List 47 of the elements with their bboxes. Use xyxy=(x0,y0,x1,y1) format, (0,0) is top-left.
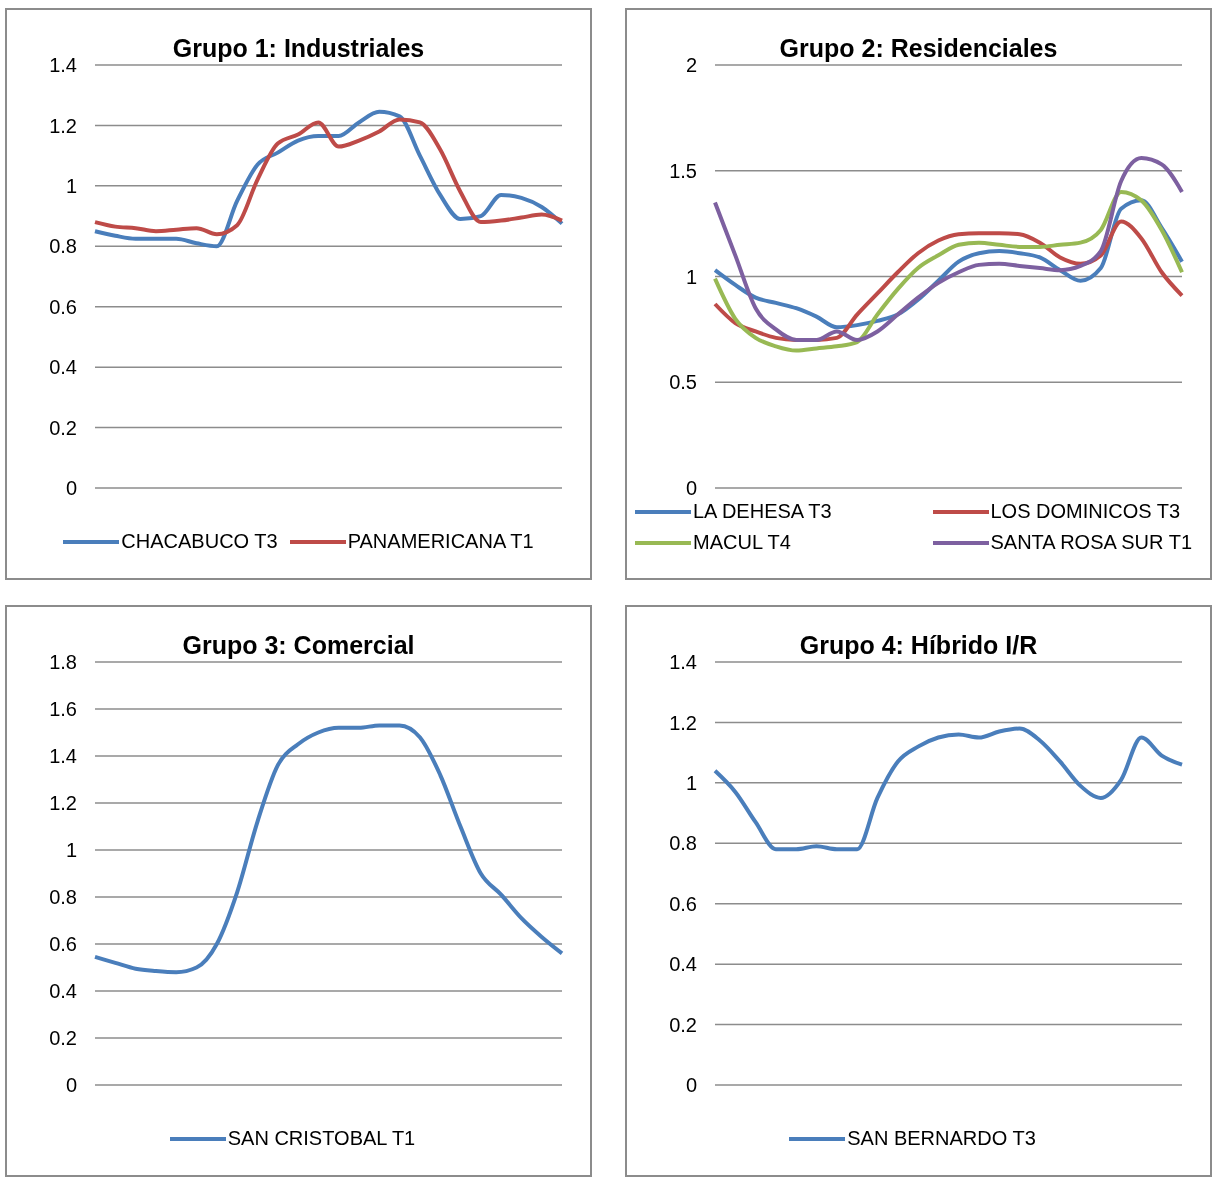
y-tick-label: 1.5 xyxy=(669,159,697,182)
y-tick-label: 1.2 xyxy=(49,114,77,137)
line-series xyxy=(713,726,1184,852)
y-tick-label: 1.4 xyxy=(669,651,697,674)
y-tick-label: 0.4 xyxy=(49,356,77,379)
legend-label: PANAMERICANA T1 xyxy=(347,530,534,553)
y-tick-label: 0 xyxy=(685,1074,697,1097)
y-tick-label: 1 xyxy=(65,839,77,862)
line-series xyxy=(713,189,1184,353)
y-tick-label: 0.4 xyxy=(669,953,697,976)
y-tick-label: 1.6 xyxy=(49,698,77,721)
legend-label: CHACABUCO T3 xyxy=(121,530,278,553)
legend-label: SANTA ROSA SUR T1 xyxy=(990,531,1193,554)
y-tick-label: 2 xyxy=(685,54,697,77)
y-tick-label: 1.8 xyxy=(49,651,77,674)
line-series xyxy=(93,723,564,975)
y-tick-label: 0.8 xyxy=(669,832,697,855)
y-tick-label: 0.2 xyxy=(669,1013,697,1036)
y-tick-label: 0.8 xyxy=(49,235,77,258)
y-tick-label: 0.6 xyxy=(49,933,77,956)
y-tick-label: 0.8 xyxy=(49,886,77,909)
legend-label: LOS DOMINICOS T3 xyxy=(990,500,1181,523)
chart-title: Grupo 3: Comercial xyxy=(182,631,415,659)
y-tick-label: 0.2 xyxy=(49,1027,77,1050)
y-tick-label: 1.2 xyxy=(49,792,77,815)
chart-title: Grupo 4: Híbrido I/R xyxy=(799,631,1038,659)
y-tick-label: 0 xyxy=(65,477,77,500)
y-tick-label: 1 xyxy=(685,265,697,288)
legend-label: LA DEHESA T3 xyxy=(693,500,832,523)
y-tick-label: 1 xyxy=(65,174,77,197)
legend-label: SAN BERNARDO T3 xyxy=(847,1127,1036,1150)
y-tick-label: 0.4 xyxy=(49,980,77,1003)
y-tick-label: 1 xyxy=(685,771,697,794)
y-tick-label: 0 xyxy=(65,1074,77,1097)
y-tick-label: 1.4 xyxy=(49,745,77,768)
legend-label: MACUL T4 xyxy=(693,531,791,554)
y-tick-label: 0 xyxy=(685,477,697,500)
chart-title: Grupo 1: Industriales xyxy=(172,34,425,62)
legend-label: SAN CRISTOBAL T1 xyxy=(227,1127,416,1150)
line-series xyxy=(713,156,1184,342)
y-tick-label: 0.6 xyxy=(669,892,697,915)
y-tick-label: 0.6 xyxy=(49,295,77,318)
chart-title: Grupo 2: Residenciales xyxy=(779,34,1058,62)
y-tick-label: 0.5 xyxy=(669,371,697,394)
y-tick-label: 1.2 xyxy=(669,711,697,734)
y-tick-label: 1.4 xyxy=(49,54,77,77)
y-tick-label: 0.2 xyxy=(49,416,77,439)
